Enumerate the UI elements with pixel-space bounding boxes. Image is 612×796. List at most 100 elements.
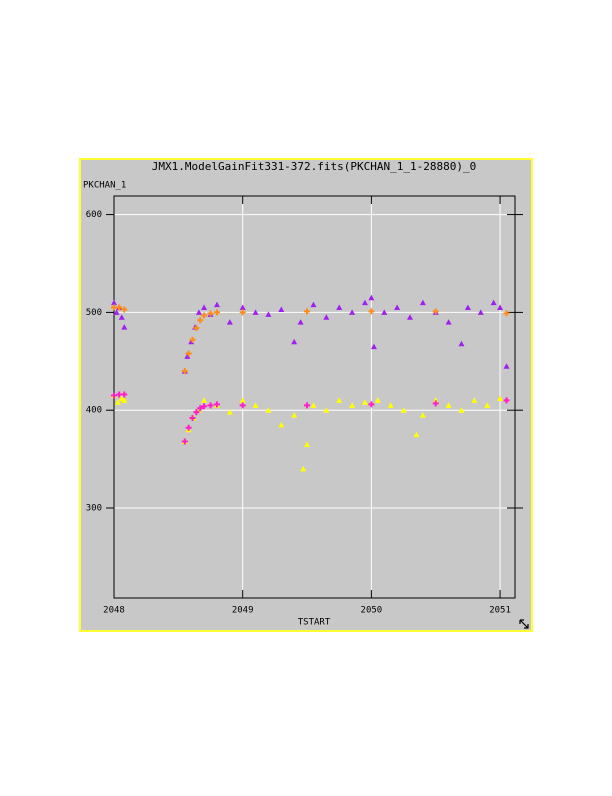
fit-point xyxy=(121,306,128,313)
point xyxy=(239,397,246,403)
point xyxy=(361,299,368,306)
point xyxy=(419,412,426,418)
point xyxy=(471,397,478,403)
frame xyxy=(79,158,533,632)
point xyxy=(406,314,413,320)
point xyxy=(121,324,128,330)
x-axis-label: TSTART xyxy=(298,618,331,628)
point xyxy=(265,407,272,413)
fit-point xyxy=(193,325,200,332)
y-axis-label: PKCHAN_1 xyxy=(83,181,126,191)
fit-point xyxy=(207,310,214,317)
fit-point xyxy=(239,309,246,316)
fit-point xyxy=(201,403,208,410)
point xyxy=(413,431,420,438)
fit-point xyxy=(368,308,375,315)
point xyxy=(113,309,120,315)
fit-point xyxy=(239,402,246,409)
y-tick-label: 600 xyxy=(86,210,102,220)
point xyxy=(336,397,343,403)
point xyxy=(349,309,356,315)
point xyxy=(310,301,317,308)
point xyxy=(490,299,497,306)
point xyxy=(297,319,304,325)
fit-point xyxy=(189,415,196,422)
fit-point xyxy=(432,308,439,315)
chart-title: JMX1.ModelGainFit331-372.fits(PKCHAN_1_1… xyxy=(152,160,477,173)
point xyxy=(464,304,471,311)
y-tick-label: 400 xyxy=(86,406,102,416)
point xyxy=(291,412,298,418)
fit-point xyxy=(185,350,192,357)
point xyxy=(252,309,259,315)
point xyxy=(503,363,510,369)
fit-point xyxy=(121,391,128,398)
point xyxy=(381,309,388,315)
fit-point xyxy=(193,409,200,416)
point xyxy=(265,311,272,317)
point xyxy=(278,306,285,312)
point xyxy=(226,319,233,325)
fit-point xyxy=(304,308,311,315)
fit-point xyxy=(181,368,188,375)
x-tick-label: 2048 xyxy=(103,606,125,616)
fit-point xyxy=(185,424,192,431)
point xyxy=(201,304,208,311)
fit-point xyxy=(111,304,117,311)
point xyxy=(349,402,356,408)
point xyxy=(213,301,220,308)
fit-point xyxy=(116,391,123,398)
fit-point xyxy=(111,392,117,399)
y-tick-label: 500 xyxy=(86,308,102,318)
point xyxy=(195,309,202,315)
point xyxy=(477,309,484,315)
point xyxy=(484,402,491,408)
point xyxy=(458,407,465,413)
x-tick-label: 2049 xyxy=(232,606,254,616)
point xyxy=(291,338,298,345)
point xyxy=(458,340,465,347)
fit-point xyxy=(116,304,123,311)
point xyxy=(419,299,426,306)
point xyxy=(497,304,504,311)
point xyxy=(394,304,401,311)
point xyxy=(118,314,125,320)
point xyxy=(300,465,307,472)
resize-icon xyxy=(519,619,529,629)
point xyxy=(304,441,311,447)
fit-point xyxy=(207,402,214,409)
fit-point xyxy=(189,336,196,343)
point xyxy=(323,314,330,320)
point xyxy=(497,395,504,401)
point xyxy=(278,421,285,428)
point xyxy=(121,397,128,403)
fit-point xyxy=(432,400,439,407)
point xyxy=(361,399,368,405)
fit-point xyxy=(368,401,375,408)
point xyxy=(252,402,259,408)
x-tick-label: 2051 xyxy=(489,606,511,616)
point xyxy=(323,407,330,413)
point xyxy=(445,319,452,325)
fit-point xyxy=(503,397,510,404)
point xyxy=(445,402,452,408)
point xyxy=(188,338,195,345)
point xyxy=(114,399,121,405)
point xyxy=(370,343,377,350)
point xyxy=(387,402,394,408)
point xyxy=(336,304,343,311)
point xyxy=(239,304,246,311)
fit-point xyxy=(213,401,220,408)
fit-point xyxy=(181,438,188,445)
y-tick-label: 300 xyxy=(86,504,102,514)
fit-point xyxy=(197,405,204,412)
fit-point xyxy=(201,312,208,319)
point xyxy=(310,402,317,408)
point xyxy=(368,294,375,301)
point xyxy=(400,407,407,413)
point xyxy=(111,299,117,306)
fit-point xyxy=(213,309,220,316)
fit-point xyxy=(503,310,510,317)
